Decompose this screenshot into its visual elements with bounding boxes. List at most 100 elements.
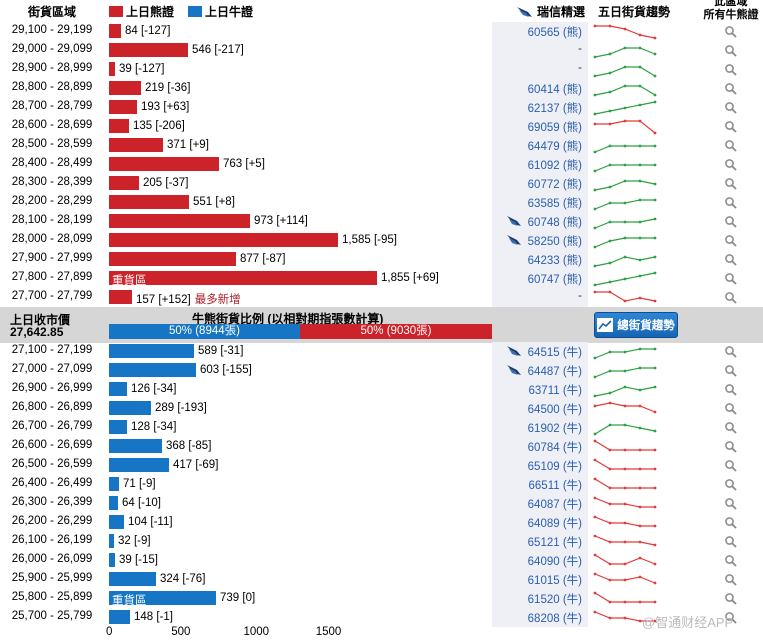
magnifier-icon[interactable]: [724, 402, 738, 416]
issuer-product-code[interactable]: 61520 (牛): [527, 594, 582, 606]
magnifier-icon[interactable]: [724, 421, 738, 435]
total-trend-button[interactable]: 總街貨趨勢: [594, 312, 678, 338]
magnifier-icon[interactable]: [724, 497, 738, 511]
magnifier-icon[interactable]: [724, 177, 738, 191]
bear-outstanding-bar[interactable]: [109, 157, 219, 171]
magnifier-icon[interactable]: [724, 592, 738, 606]
trend-point: [653, 36, 657, 40]
issuer-product-code[interactable]: 60565 (熊): [527, 27, 582, 39]
issuer-product-code[interactable]: 69059 (熊): [527, 122, 582, 134]
bear-outstanding-bar[interactable]: [109, 195, 189, 209]
issuer-product-code[interactable]: 60784 (牛): [527, 442, 582, 454]
issuer-product-code[interactable]: 64089 (牛): [527, 518, 582, 530]
issuer-product-code[interactable]: 58250 (熊): [527, 236, 582, 248]
issuer-product-code[interactable]: 63711 (牛): [528, 385, 582, 397]
bull-outstanding-bar[interactable]: 重貨區: [109, 591, 216, 607]
bull-outstanding-bar[interactable]: [109, 534, 114, 548]
magnifier-icon[interactable]: [724, 383, 738, 397]
magnifier-icon[interactable]: [724, 25, 738, 39]
magnifier-icon[interactable]: [724, 44, 738, 58]
issuer-product-code: -: [578, 290, 582, 302]
magnifier-icon[interactable]: [724, 139, 738, 153]
issuer-product-code[interactable]: 60772 (熊): [527, 179, 582, 191]
magnifier-icon[interactable]: [724, 63, 738, 77]
outstanding-value: 148 [-1]: [134, 611, 173, 623]
bull-outstanding-bar[interactable]: [109, 363, 196, 377]
issuer-product-code[interactable]: 61902 (牛): [527, 423, 582, 435]
magnifier-icon[interactable]: [724, 253, 738, 267]
magnifier-icon[interactable]: [724, 516, 738, 530]
bear-outstanding-bar[interactable]: [109, 62, 115, 76]
bear-outstanding-bar[interactable]: [109, 100, 137, 114]
bear-outstanding-bar[interactable]: [109, 119, 129, 133]
bull-outstanding-bar[interactable]: [109, 477, 119, 491]
magnifier-icon[interactable]: [724, 573, 738, 587]
bear-outstanding-bar[interactable]: [109, 233, 338, 247]
bear-outstanding-bar[interactable]: [109, 214, 250, 228]
bear-outstanding-bar[interactable]: [109, 290, 132, 304]
issuer-product-code[interactable]: 61092 (熊): [527, 160, 582, 172]
bear-outstanding-bar[interactable]: 重貨區: [109, 271, 377, 287]
issuer-column-background: [492, 136, 588, 155]
strike-range: 26,200 - 26,299: [11, 515, 93, 527]
magnifier-icon[interactable]: [724, 291, 738, 305]
magnifier-icon[interactable]: [724, 440, 738, 454]
issuer-product-code[interactable]: 60747 (熊): [527, 274, 582, 286]
issuer-product-code[interactable]: 64487 (牛): [527, 366, 582, 378]
issuer-product-code[interactable]: 64090 (牛): [527, 556, 582, 568]
magnifier-icon[interactable]: [724, 272, 738, 286]
bull-outstanding-bar[interactable]: [109, 572, 156, 586]
bull-outstanding-bar[interactable]: [109, 344, 194, 358]
bull-outstanding-bar[interactable]: [109, 420, 127, 434]
magnifier-icon[interactable]: [724, 535, 738, 549]
bear-outstanding-bar[interactable]: [109, 43, 188, 57]
bear-outstanding-bar[interactable]: [109, 138, 163, 152]
bull-outstanding-bar[interactable]: [109, 458, 169, 472]
issuer-product-code[interactable]: 65121 (牛): [527, 537, 582, 549]
bull-outstanding-bar[interactable]: [109, 401, 151, 415]
bull-outstanding-bar[interactable]: [109, 382, 127, 396]
bear-outstanding-bar[interactable]: [109, 24, 121, 38]
magnifier-icon[interactable]: [724, 478, 738, 492]
bear-outstanding-bar[interactable]: [109, 176, 139, 190]
magnifier-icon[interactable]: [724, 554, 738, 568]
issuer-product-code[interactable]: 60748 (熊): [527, 217, 582, 229]
magnifier-icon[interactable]: [724, 196, 738, 210]
magnifier-icon[interactable]: [724, 120, 738, 134]
bull-outstanding-bar[interactable]: [109, 553, 115, 567]
magnifier-icon[interactable]: [724, 234, 738, 248]
issuer-product-code[interactable]: 64515 (牛): [527, 347, 582, 359]
issuer-product-code[interactable]: 64500 (牛): [527, 404, 582, 416]
magnifier-icon[interactable]: [724, 158, 738, 172]
bear-outstanding-bar[interactable]: [109, 81, 141, 95]
bull-outstanding-bar[interactable]: [109, 496, 118, 510]
bull-outstanding-bar[interactable]: [109, 439, 162, 453]
issuer-product-code[interactable]: 62137 (熊): [527, 103, 582, 115]
trend-sparkline: [593, 119, 657, 135]
issuer-column-background: [492, 456, 588, 475]
magnifier-icon[interactable]: [724, 459, 738, 473]
bull-outstanding-bar[interactable]: [109, 610, 130, 624]
outstanding-value: 126 [-34]: [131, 383, 176, 395]
table-row: 25,800 - 25,899 重貨區 739 [0] 61520 (牛): [0, 589, 763, 608]
issuer-product-code[interactable]: 61015 (牛): [527, 575, 582, 587]
magnifier-icon[interactable]: [724, 364, 738, 378]
issuer-product-code[interactable]: 64087 (牛): [527, 499, 582, 511]
bull-outstanding-bar[interactable]: [109, 515, 124, 529]
magnifier-icon[interactable]: [724, 611, 738, 625]
strike-range: 29,000 - 29,099: [11, 43, 93, 55]
issuer-product-code[interactable]: 65109 (牛): [527, 461, 582, 473]
magnifier-icon[interactable]: [724, 82, 738, 96]
magnifier-icon[interactable]: [724, 345, 738, 359]
issuer-product-code[interactable]: 64479 (熊): [527, 141, 582, 153]
strike-range: 26,400 - 26,499: [11, 477, 93, 489]
magnifier-icon[interactable]: [724, 215, 738, 229]
magnifier-icon[interactable]: [724, 101, 738, 115]
issuer-product-code[interactable]: 66511 (牛): [528, 480, 582, 492]
issuer-product-code[interactable]: 64233 (熊): [527, 255, 582, 267]
issuer-product-code[interactable]: 68208 (牛): [527, 613, 582, 625]
issuer-product-code[interactable]: 60414 (熊): [527, 84, 582, 96]
issuer-product-code[interactable]: 63585 (熊): [527, 198, 582, 210]
trend-point: [608, 600, 612, 604]
bear-outstanding-bar[interactable]: [109, 252, 236, 266]
